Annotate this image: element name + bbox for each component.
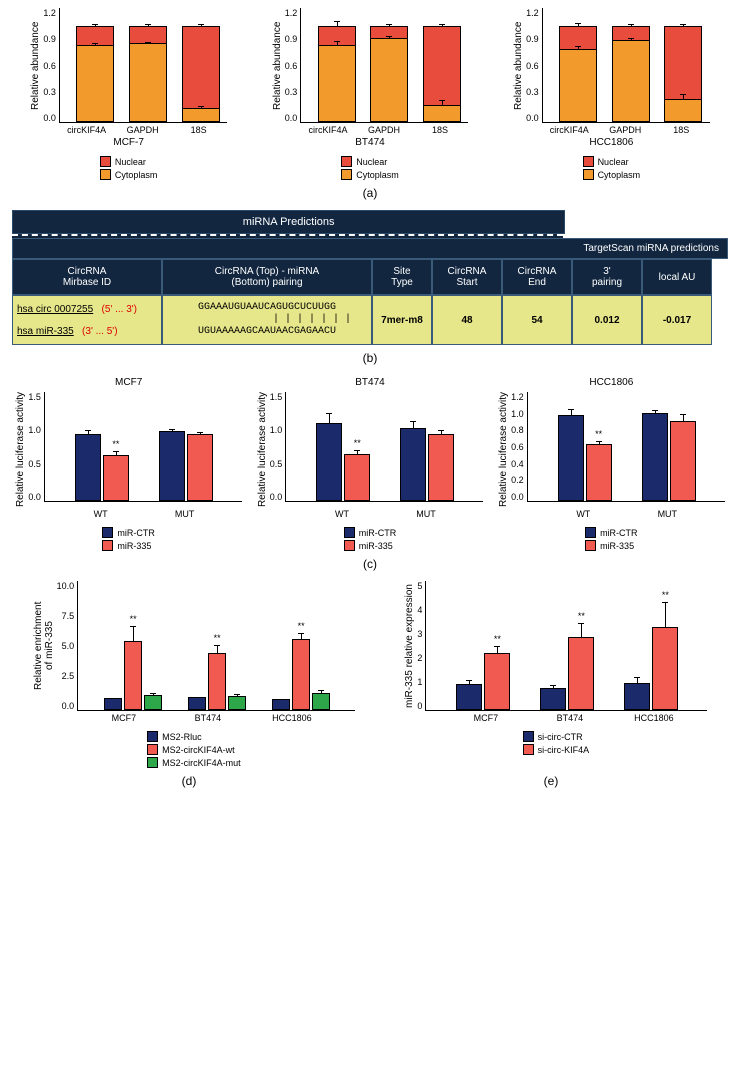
- legend-item: miR-335: [344, 540, 397, 551]
- legend-item: miR-335: [102, 540, 155, 551]
- column-header: local AU: [642, 259, 712, 295]
- legend-item: MS2-circKIF4A-wt: [147, 744, 241, 755]
- legend-item: Cytoplasm: [100, 169, 158, 180]
- column-header: CircRNA (Top) - miRNA(Bottom) pairing: [162, 259, 372, 295]
- panel-de-row: Relative enrichmentof miR-33510.07.55.02…: [8, 581, 732, 770]
- legend-item: miR-CTR: [585, 527, 638, 538]
- bar-nuclear: [664, 26, 702, 99]
- bar-cytoplasm: [76, 45, 114, 122]
- column-header: CircRNAEnd: [502, 259, 572, 295]
- bar: [624, 683, 650, 710]
- bar-cytoplasm: [612, 40, 650, 122]
- column-header: CircRNAStart: [432, 259, 502, 295]
- bar: [312, 693, 330, 710]
- legend-item: miR-335: [585, 540, 638, 551]
- bar: [456, 684, 482, 710]
- table-cell: hsa circ 0007255 (5' ... 3')hsa miR-335 …: [12, 295, 162, 345]
- table-column-headers: CircRNAMirbase IDCircRNA (Top) - miRNA(B…: [12, 259, 728, 295]
- bar: [540, 688, 566, 710]
- panel-a-row: Relative abundance1.20.90.60.30.0circKIF…: [8, 8, 732, 182]
- column-header: SiteType: [372, 259, 432, 295]
- legend-item: MS2-circKIF4A-mut: [147, 757, 241, 768]
- bar-cytoplasm: [664, 99, 702, 122]
- legend-item: miR-CTR: [344, 527, 397, 538]
- bar: [228, 696, 246, 710]
- bar: [104, 698, 122, 710]
- legend-item: Nuclear: [341, 156, 399, 167]
- bar-cytoplasm: [370, 38, 408, 122]
- panel-c-label: (c): [8, 557, 732, 571]
- bar: **: [124, 641, 142, 711]
- legend-item: Cytoplasm: [341, 169, 399, 180]
- bar: **: [344, 454, 370, 501]
- bar-cytoplasm: [182, 108, 220, 122]
- bar-nuclear: [423, 26, 461, 105]
- legend-item: MS2-Rluc: [147, 731, 241, 742]
- bar-nuclear: [182, 26, 220, 107]
- bar: **: [568, 637, 594, 710]
- bar: **: [292, 639, 310, 710]
- bar: [188, 697, 206, 710]
- legend-item: Cytoplasm: [583, 169, 641, 180]
- table-subtitle: TargetScan miRNA predictions: [12, 238, 728, 259]
- cell-line-label: HCC1806: [589, 137, 633, 148]
- bar: [187, 434, 213, 501]
- table-cell: GGAAAUGUAAUCAGUGCUCUUGG | | | | | | | UG…: [162, 295, 372, 345]
- cell-line-label: BT474: [355, 137, 384, 148]
- table-title: miRNA Predictions: [12, 210, 565, 234]
- bar: [428, 434, 454, 501]
- bar: **: [652, 627, 678, 710]
- bar: [400, 428, 426, 501]
- bar: [159, 431, 185, 501]
- panel-e-chart: miR-335 relative expression543210******M…: [404, 581, 707, 770]
- table-cell: 0.012: [572, 295, 642, 345]
- bar-cytoplasm: [129, 43, 167, 122]
- bar: [144, 695, 162, 710]
- bar: **: [484, 653, 510, 710]
- bar: [272, 699, 290, 710]
- table-cell: 48: [432, 295, 502, 345]
- legend-item: miR-CTR: [102, 527, 155, 538]
- table-cell: 7mer-m8: [372, 295, 432, 345]
- legend-item: Nuclear: [583, 156, 641, 167]
- panel-b-table: miRNA Predictions TargetScan miRNA predi…: [12, 210, 728, 345]
- bar-cytoplasm: [318, 45, 356, 122]
- bar: **: [586, 444, 612, 501]
- bar: **: [208, 653, 226, 710]
- bar-cytoplasm: [559, 49, 597, 122]
- panel-a-label: (a): [8, 186, 732, 200]
- column-header: 3'pairing: [572, 259, 642, 295]
- bar: [316, 423, 342, 501]
- bar: [75, 434, 101, 501]
- table-cell: 54: [502, 295, 572, 345]
- legend-item: si-circ-CTR: [523, 731, 590, 742]
- panel-d-label: (d): [8, 774, 370, 788]
- panel-e-label: (e): [370, 774, 732, 788]
- bar: [670, 421, 696, 501]
- bar-cytoplasm: [423, 105, 461, 122]
- bar: [558, 415, 584, 501]
- column-header: CircRNAMirbase ID: [12, 259, 162, 295]
- panel-c-row: MCF7Relative luciferase activity1.51.00.…: [8, 375, 732, 553]
- bar: [642, 413, 668, 501]
- cell-line-label: MCF-7: [113, 137, 144, 148]
- table-row: hsa circ 0007255 (5' ... 3')hsa miR-335 …: [12, 295, 728, 345]
- panel-d-chart: Relative enrichmentof miR-33510.07.55.02…: [33, 581, 356, 770]
- panel-b-label: (b): [8, 351, 732, 365]
- table-cell: -0.017: [642, 295, 712, 345]
- legend-item: si-circ-KIF4A: [523, 744, 590, 755]
- legend-item: Nuclear: [100, 156, 158, 167]
- bar: **: [103, 455, 129, 501]
